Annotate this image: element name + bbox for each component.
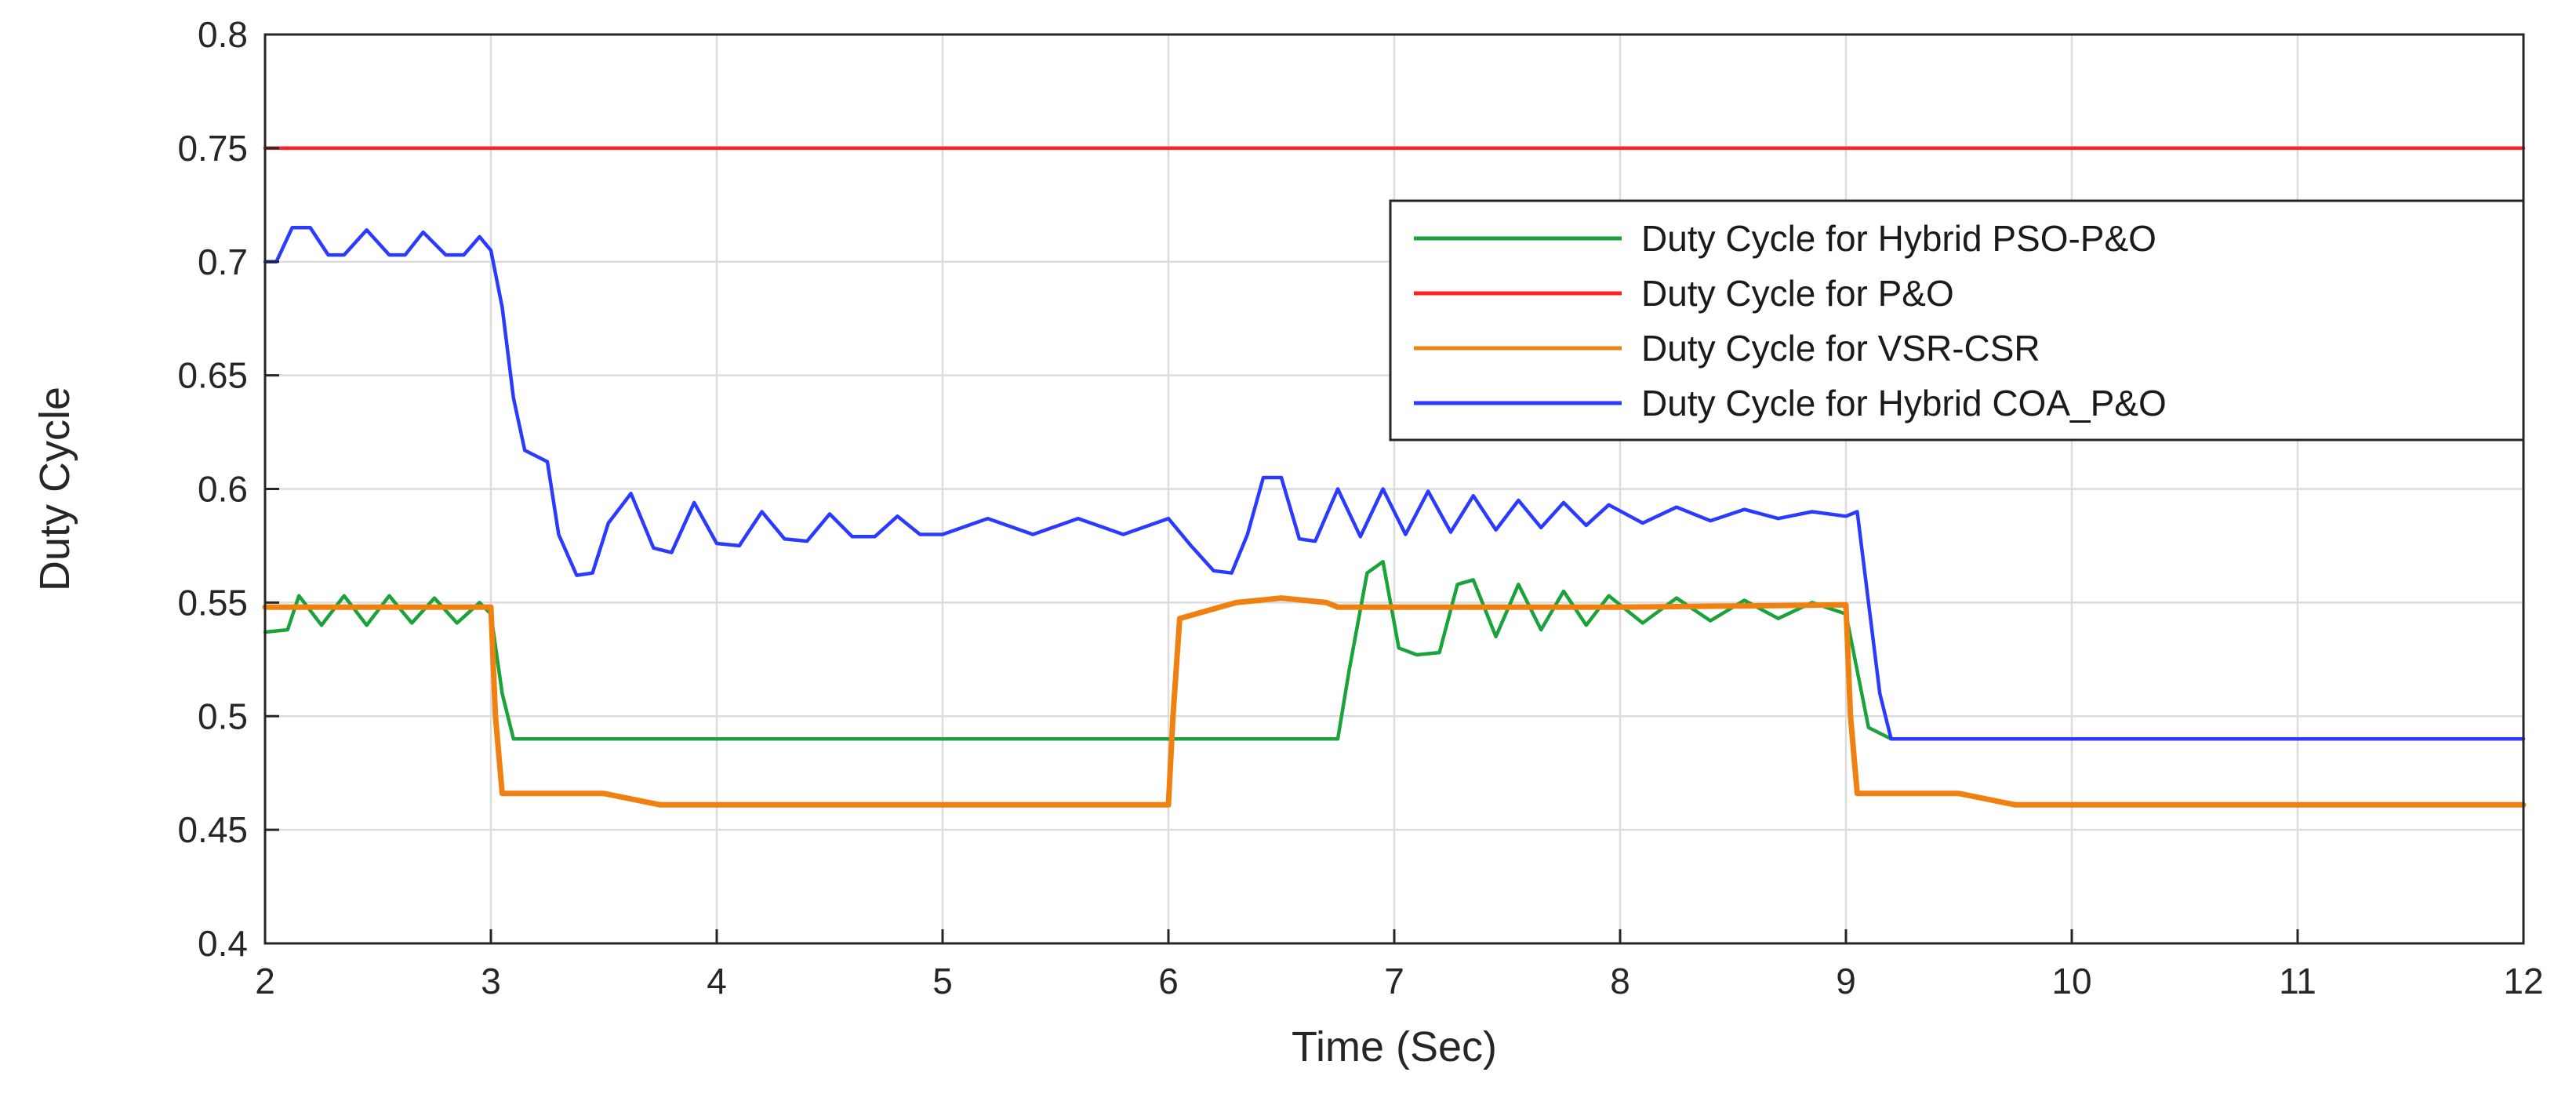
x-tick-label: 3 (481, 961, 501, 1001)
y-tick-label: 0.65 (177, 355, 248, 396)
legend-box (1389, 199, 2525, 442)
x-tick-label: 11 (2279, 961, 2316, 1001)
x-tick-label: 7 (1384, 961, 1404, 1001)
legend-label: Duty Cycle for Hybrid PSO-P&O (1641, 218, 2156, 259)
y-tick-label: 0.6 (198, 469, 248, 510)
y-tick-label: 0.4 (198, 923, 248, 964)
x-axis-label: Time (Sec) (1292, 1023, 1497, 1070)
x-tick-label: 2 (255, 961, 275, 1001)
y-tick-label: 0.45 (177, 809, 248, 850)
series-lines (262, 146, 2527, 808)
x-tick-label: 8 (1610, 961, 1630, 1001)
y-tick-label: 0.8 (198, 14, 248, 55)
series-line-3 (262, 595, 2527, 808)
legend: Duty Cycle for Hybrid PSO-P&O Duty Cycle … (1389, 199, 2525, 442)
y-axis-label: Duty Cycle (31, 387, 78, 591)
y-tick-label: 0.5 (198, 696, 248, 736)
legend-label: Duty Cycle for VSR-CSR (1641, 328, 2040, 369)
x-tick-label: 9 (1836, 961, 1856, 1001)
legend-label: Duty Cycle for Hybrid COA_P&O (1641, 383, 2167, 423)
legend-label: Duty Cycle for P&O (1641, 273, 1954, 314)
x-tick-label: 6 (1158, 961, 1179, 1001)
x-tick-label: 5 (932, 961, 953, 1001)
y-tick-label: 0.55 (177, 582, 248, 623)
series-line-4 (263, 226, 2526, 741)
x-tick-label: 4 (707, 961, 727, 1001)
y-tick-label: 0.7 (198, 242, 248, 282)
y-tick-label: 0.75 (177, 128, 248, 169)
axis-ticks: 2 3 4 5 6 7 8 9 10 11 12 0.4 0.45 0.5 0.55 0.6 0.65 0.7 0.… (177, 14, 2543, 1001)
x-tick-label: 10 (2051, 961, 2091, 1001)
x-tick-label: 12 (2503, 961, 2543, 1001)
